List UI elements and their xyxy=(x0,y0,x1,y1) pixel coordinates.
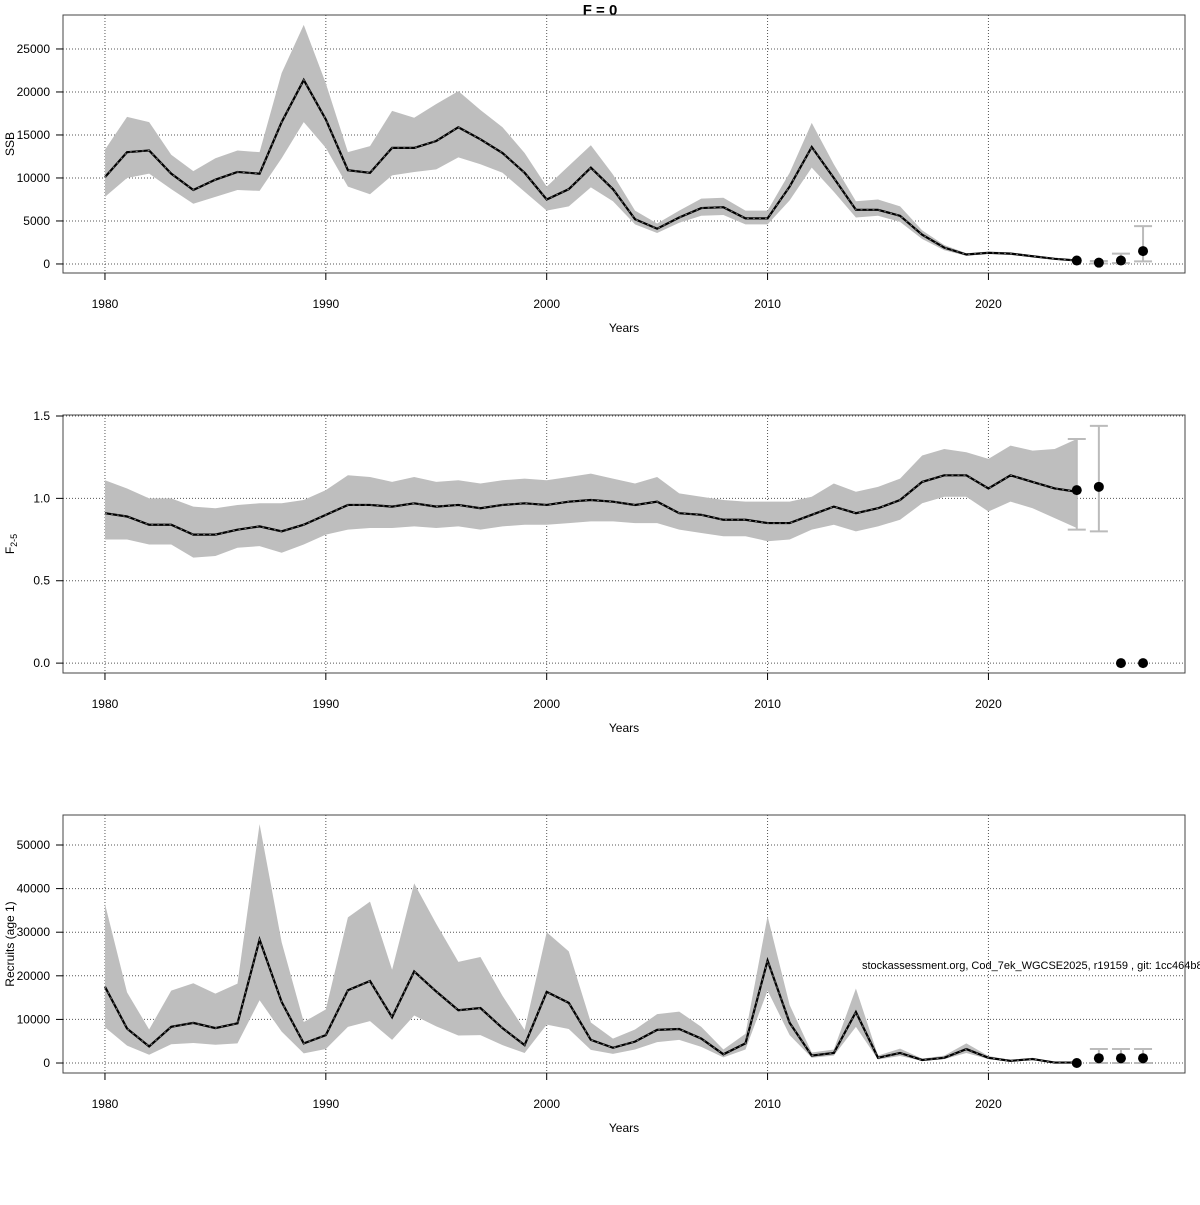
panel-3: 1980 1990 2000 2010 2020 0 10000 20000 30000 4000… xyxy=(3,814,1186,1135)
y-tick-label: 0 xyxy=(43,1056,50,1070)
plot-frame xyxy=(62,814,1186,1074)
confidence-band xyxy=(104,824,1077,1063)
x-tick-label: 2020 xyxy=(975,697,1002,711)
estimate-line-dashes xyxy=(104,937,1077,1064)
y-axis-label: Recruits (age 1) xyxy=(3,901,17,986)
y-tick-label: 15000 xyxy=(17,128,51,142)
y-tick-label: 30000 xyxy=(17,925,51,939)
x-axis-label: Years xyxy=(609,1121,639,1135)
y-tick-label: 20000 xyxy=(17,85,51,99)
x-tick-label: 2000 xyxy=(533,297,560,311)
y-tick-label: 1.0 xyxy=(33,491,50,505)
forecast-point xyxy=(1093,1053,1104,1064)
annotation-text: stockassessment.org, Cod_7ek_WGCSE2025, … xyxy=(862,960,1200,972)
x-tick-label: 2000 xyxy=(533,1097,560,1111)
forecast-point xyxy=(1115,255,1126,266)
y-axis-label-subscript: 2-5 xyxy=(9,534,19,547)
x-tick-label: 1990 xyxy=(312,1097,339,1111)
estimate-line xyxy=(104,474,1077,536)
confidence-band xyxy=(104,24,1077,262)
y-tick-label: 1.5 xyxy=(33,409,50,423)
panel-1: 1980 1990 2000 2010 2020 0 5000 10000 15000 20000… xyxy=(3,14,1186,335)
forecast-point xyxy=(1138,1053,1149,1064)
forecast-point xyxy=(1071,1058,1082,1069)
forecast-point xyxy=(1071,485,1082,496)
x-axis-label: Years xyxy=(609,321,639,335)
y-tick-label: 50000 xyxy=(17,838,51,852)
plot-frame xyxy=(62,414,1186,674)
forecast-point xyxy=(1138,658,1149,669)
forecast-point xyxy=(1093,481,1104,492)
y-axis-label: F2-5 xyxy=(3,534,19,554)
x-tick-label: 2010 xyxy=(754,1097,781,1111)
y-axis-label: SSB xyxy=(3,132,17,156)
chart-title: F = 0 xyxy=(583,2,618,19)
forecast-point xyxy=(1115,1053,1126,1064)
estimate-line xyxy=(104,77,1077,262)
x-tick-label: 1980 xyxy=(92,697,119,711)
x-tick-label: 1980 xyxy=(92,297,119,311)
x-tick-label: 2010 xyxy=(754,697,781,711)
confidence-band xyxy=(104,439,1077,558)
forecast-point xyxy=(1093,257,1104,268)
x-tick-label: 2020 xyxy=(975,1097,1002,1111)
plot-frame xyxy=(62,14,1186,274)
x-tick-label: 1980 xyxy=(92,1097,119,1111)
y-tick-label: 25000 xyxy=(17,42,51,56)
x-tick-label: 1990 xyxy=(312,297,339,311)
forecast-point xyxy=(1115,658,1126,669)
x-axis-label: Years xyxy=(609,721,639,735)
y-tick-label: 0.5 xyxy=(33,574,50,588)
panel-2: 1980 1990 2000 2010 2020 0.0 0.5 1.0 1.5 Years F2-… xyxy=(3,409,1186,735)
x-tick-label: 2010 xyxy=(754,297,781,311)
forecast-point xyxy=(1071,255,1082,266)
y-tick-label: 0 xyxy=(43,257,50,271)
x-tick-label: 2000 xyxy=(533,697,560,711)
forecast-point xyxy=(1138,246,1149,257)
x-tick-label: 1990 xyxy=(312,697,339,711)
y-tick-label: 0.0 xyxy=(33,656,50,670)
y-tick-label: 20000 xyxy=(17,969,51,983)
x-tick-label: 2020 xyxy=(975,297,1002,311)
y-tick-label: 5000 xyxy=(23,214,50,228)
y-tick-label: 10000 xyxy=(17,171,51,185)
y-tick-label: 10000 xyxy=(17,1012,51,1026)
y-tick-label: 40000 xyxy=(17,882,51,896)
